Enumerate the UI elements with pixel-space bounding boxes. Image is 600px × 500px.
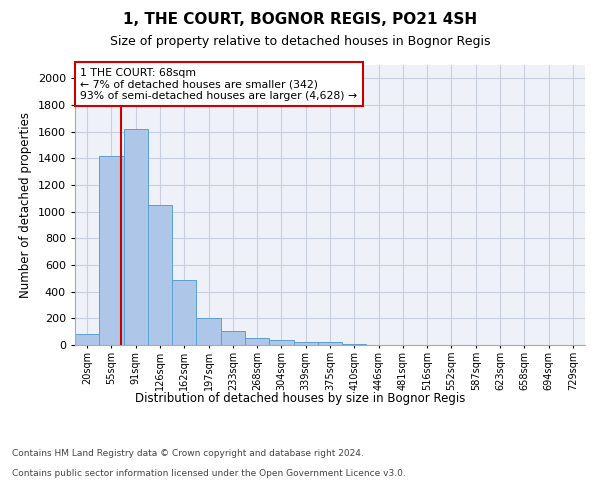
Bar: [196, 318, 221, 345]
Bar: [99, 156, 124, 345]
Bar: [342, 344, 367, 345]
Text: Contains HM Land Registry data © Crown copyright and database right 2024.: Contains HM Land Registry data © Crown c…: [12, 449, 364, 458]
Text: Contains public sector information licensed under the Open Government Licence v3: Contains public sector information licen…: [12, 469, 406, 478]
Text: 1 THE COURT: 68sqm
← 7% of detached houses are smaller (342)
93% of semi-detache: 1 THE COURT: 68sqm ← 7% of detached hous…: [80, 68, 357, 101]
Bar: [148, 205, 172, 345]
Text: Distribution of detached houses by size in Bognor Regis: Distribution of detached houses by size …: [135, 392, 465, 405]
Bar: [269, 340, 293, 345]
Bar: [318, 342, 342, 345]
Text: 1, THE COURT, BOGNOR REGIS, PO21 4SH: 1, THE COURT, BOGNOR REGIS, PO21 4SH: [123, 12, 477, 27]
Bar: [245, 338, 269, 345]
Bar: [172, 280, 196, 345]
Bar: [221, 331, 245, 345]
Text: Size of property relative to detached houses in Bognor Regis: Size of property relative to detached ho…: [110, 35, 490, 48]
Bar: [293, 342, 318, 345]
Y-axis label: Number of detached properties: Number of detached properties: [19, 112, 32, 298]
Bar: [124, 129, 148, 345]
Bar: [75, 334, 99, 345]
